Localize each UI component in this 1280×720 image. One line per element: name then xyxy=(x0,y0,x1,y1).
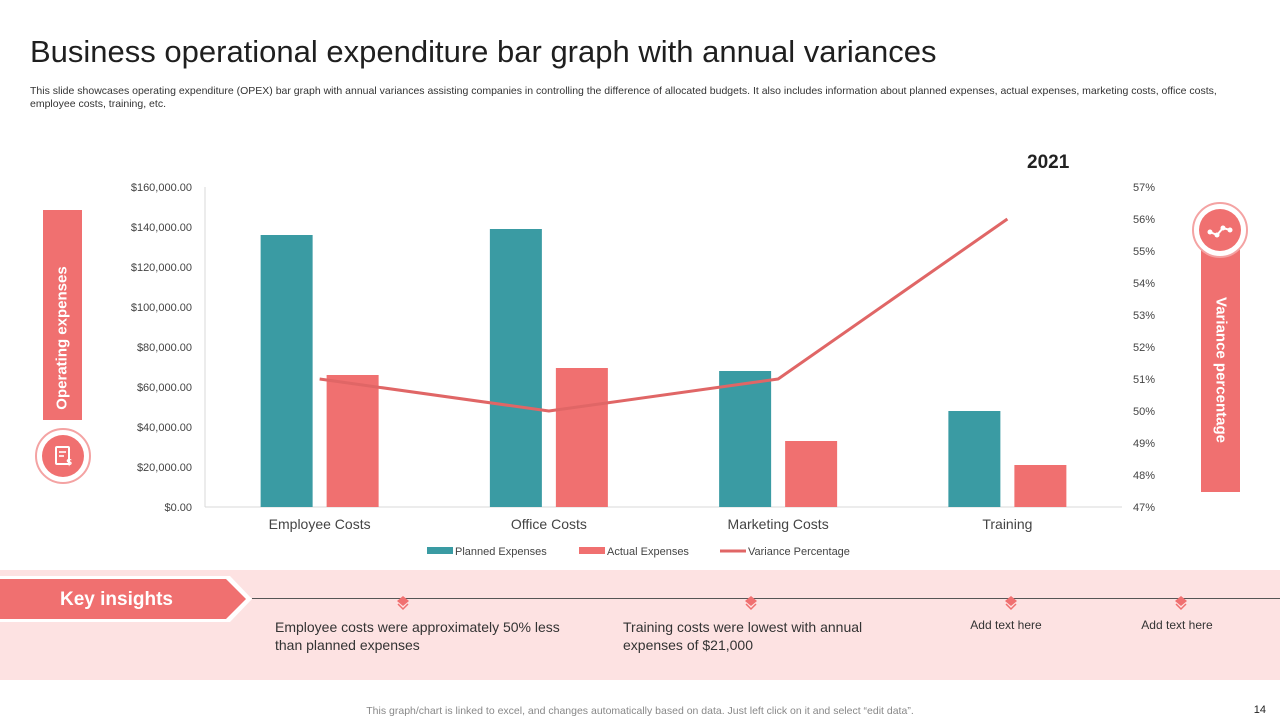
opex-chart[interactable]: $0.00 $20,000.00 $40,000.00 $60,000.00 $80,0… xyxy=(0,0,1280,570)
y-left-tick-label: $120,000.00 xyxy=(131,262,192,274)
legend-swatch xyxy=(579,547,605,554)
y-left-tick-label: $140,000.00 xyxy=(131,222,192,234)
y-right-tick-label: 54% xyxy=(1133,278,1155,290)
page-number: 14 xyxy=(1253,704,1266,716)
y-left-tick-label: $20,000.00 xyxy=(137,462,192,474)
y-right-tick-label: 47% xyxy=(1133,502,1155,514)
key-insights-banner xyxy=(0,576,252,622)
timeline-marker-icon xyxy=(745,596,757,611)
left-badge: $ xyxy=(35,428,91,484)
timeline-marker-icon xyxy=(397,596,409,611)
y-right-tick-label: 55% xyxy=(1133,246,1155,258)
y-right-tick-label: 48% xyxy=(1133,470,1155,482)
y-left-tick-label: $0.00 xyxy=(164,502,192,514)
key-insights-heading: Key insights xyxy=(60,589,173,610)
bar-planned xyxy=(260,235,313,507)
right-axis-band xyxy=(1201,232,1240,492)
page-subtitle: This slide showcases operating expenditu… xyxy=(30,85,1217,110)
bar-planned xyxy=(948,411,1001,507)
svg-text:$: $ xyxy=(66,458,72,468)
legend-swatch xyxy=(427,547,453,554)
legend-label: Actual Expenses xyxy=(607,546,689,558)
legend-label: Planned Expenses xyxy=(455,546,547,558)
y-right-tick-label: 51% xyxy=(1133,374,1155,386)
bar-planned xyxy=(719,371,772,507)
page-title: Business operational expenditure bar gra… xyxy=(30,34,937,69)
expense-document-icon: $ xyxy=(42,435,84,477)
x-tick-label: Office Costs xyxy=(511,516,587,532)
right-badge xyxy=(1192,202,1248,258)
x-tick-label: Employee Costs xyxy=(269,516,371,532)
y-left-tick-label: $100,000.00 xyxy=(131,302,192,314)
y-right-tick-label: 50% xyxy=(1133,406,1155,418)
legend-label: Variance Percentage xyxy=(748,546,850,558)
timeline-marker-icon xyxy=(1175,596,1187,611)
y-left-tick-label: $40,000.00 xyxy=(137,422,192,434)
y-right-tick-label: 49% xyxy=(1133,438,1155,450)
bar-actual xyxy=(785,441,838,507)
x-tick-label: Marketing Costs xyxy=(728,516,829,532)
variance-line xyxy=(319,217,1009,413)
y-right-tick-label: 56% xyxy=(1133,214,1155,226)
y-right-tick-label: 52% xyxy=(1133,342,1155,354)
y-right-tick-label: 53% xyxy=(1133,310,1155,322)
insight-item-3: Add text here xyxy=(970,618,1042,632)
bar-actual xyxy=(1014,465,1067,507)
bar-actual xyxy=(326,375,379,507)
insight-item-1: Employee costs were approximately 50% le… xyxy=(275,619,560,653)
bar-planned xyxy=(489,229,542,507)
insight-item-4: Add text here xyxy=(1141,618,1213,632)
timeline-marker-icon xyxy=(1005,596,1017,611)
bar-actual xyxy=(555,368,608,507)
y-right-tick-label: 57% xyxy=(1133,182,1155,194)
y-left-tick-label: $60,000.00 xyxy=(137,382,192,394)
footer-note: This graph/chart is linked to excel, and… xyxy=(366,705,914,717)
chart-title: 2021 xyxy=(1027,152,1070,173)
y-left-tick-label: $160,000.00 xyxy=(131,182,192,194)
x-tick-label: Training xyxy=(982,516,1032,532)
insights-timeline xyxy=(252,598,1280,599)
left-axis-band xyxy=(43,210,82,420)
insight-item-2: Training costs were lowest with annual e… xyxy=(623,619,863,653)
y-left-tick-label: $80,000.00 xyxy=(137,342,192,354)
line-chart-icon xyxy=(1199,209,1241,251)
